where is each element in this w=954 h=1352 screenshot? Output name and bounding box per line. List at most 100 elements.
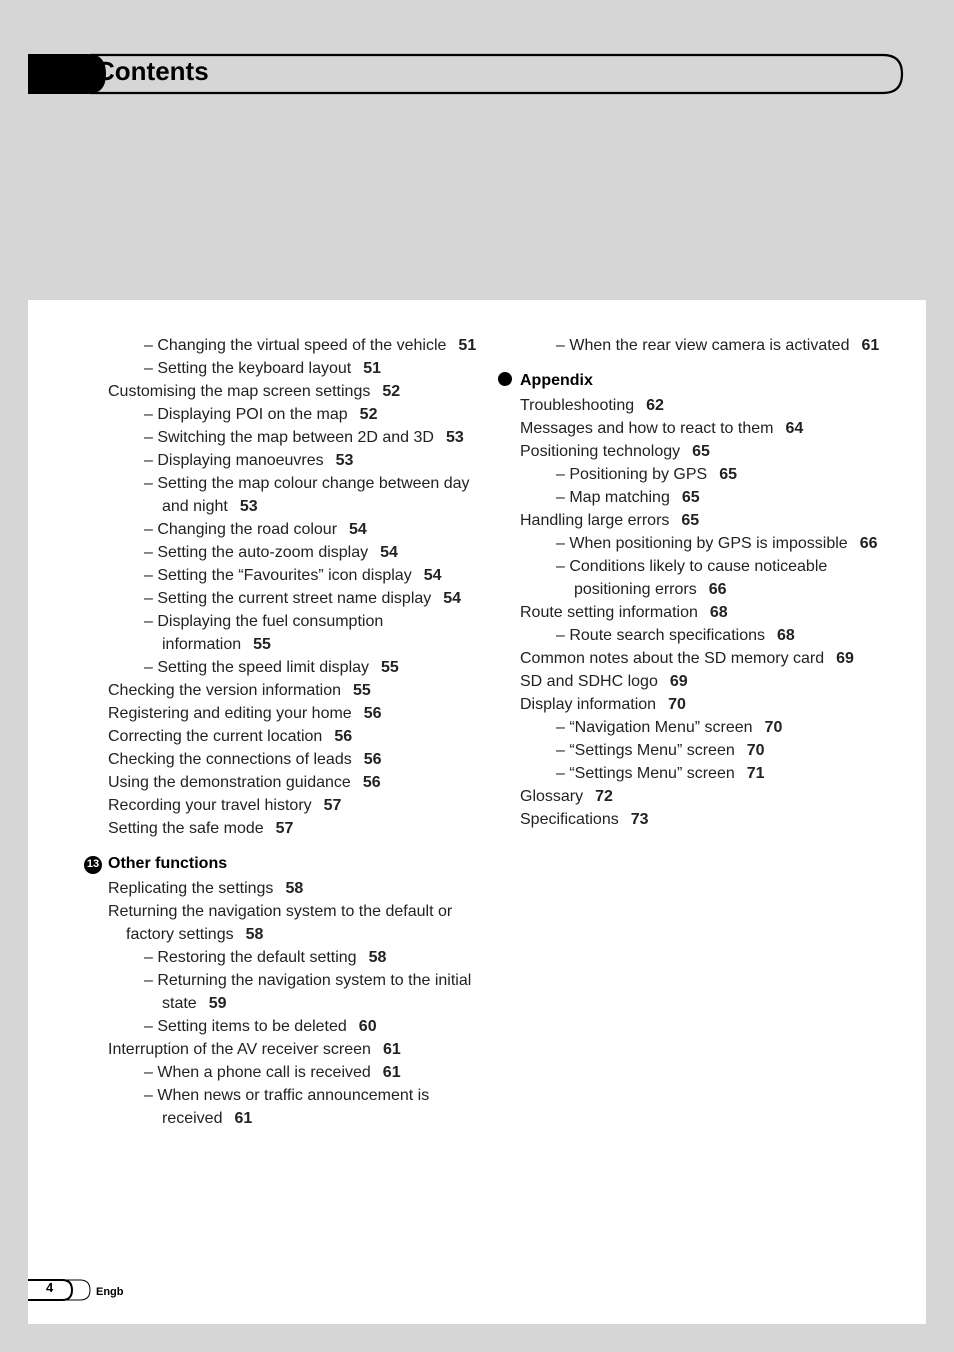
toc-entry-text: Replicating the settings [108,880,273,897]
page-number-capsule [28,1278,98,1302]
toc-page-ref: 57 [276,820,294,837]
toc-page-ref: 61 [383,1041,401,1058]
toc-entry-text: Changing the road colour [157,521,337,538]
toc-page-ref: 51 [363,360,381,377]
toc-page-ref: 68 [710,604,728,621]
toc-entry-text: Map matching [569,489,670,506]
toc-entry: Glossary72 [520,785,908,808]
toc-entry-text: Recording your travel history [108,797,312,814]
toc-entry-text: “Navigation Menu” screen [569,719,752,736]
toc-entry-text: “Settings Menu” screen [569,765,734,782]
toc-page-ref: 60 [359,1018,377,1035]
toc-entry-text: Setting the “Favourites” icon display [157,567,411,584]
toc-page-ref: 52 [382,383,400,400]
toc-subentry: – Setting items to be deleted60 [108,1015,496,1038]
toc-page-ref: 53 [336,452,354,469]
toc-entry-text: Specifications [520,811,619,828]
toc-entry-text: Correcting the current location [108,728,322,745]
toc-entry-text: Returning the navigation system to the i… [157,972,471,1012]
toc-entry: Specifications73 [520,808,908,831]
section-title: Appendix [520,372,593,389]
toc-page-ref: 65 [682,489,700,506]
dash-icon: – [144,972,157,989]
toc-subentry: – Setting the map colour change between … [108,472,496,518]
toc-entry-text: When positioning by GPS is impossible [569,535,847,552]
dash-icon: – [144,429,157,446]
title-capsule: Contents [28,52,908,96]
toc-entry-text: When the rear view camera is activated [569,337,849,354]
toc-page-ref: 71 [747,765,765,782]
toc-entry-text: Display information [520,696,656,713]
toc-entry: Using the demonstration guidance56 [108,771,496,794]
dash-icon: – [556,627,569,644]
toc-subentry: – Displaying POI on the map52 [108,403,496,426]
dash-icon: – [556,466,569,483]
toc-entry: Common notes about the SD memory card69 [520,647,908,670]
toc-entry-text: Troubleshooting [520,397,634,414]
toc-page-ref: 56 [363,774,381,791]
toc-page-ref: 61 [861,337,879,354]
toc-page-ref: 64 [785,420,803,437]
toc-page-ref: 66 [709,581,727,598]
toc-page-ref: 53 [240,498,258,515]
toc-page-ref: 51 [458,337,476,354]
toc-subentry: – Map matching 65 [520,486,908,509]
toc-entry-text: When a phone call is received [157,1064,370,1081]
toc-entry: Display information70 [520,693,908,716]
toc-entry: Handling large errors 65 [520,509,908,532]
toc-entry: SD and SDHC logo69 [520,670,908,693]
toc-page-ref: 55 [353,682,371,699]
dash-icon: – [556,742,569,759]
toc-page-ref: 61 [234,1110,252,1127]
toc-page-ref: 53 [446,429,464,446]
toc-page-ref: 65 [681,512,699,529]
dash-icon: – [144,406,157,423]
dash-icon: – [556,337,569,354]
dash-icon: – [144,567,157,584]
toc-subentry: – Route search specifications68 [520,624,908,647]
toc-entry-text: Interruption of the AV receiver screen [108,1041,371,1058]
toc-page-ref: 65 [719,466,737,483]
toc-page-ref: 57 [324,797,342,814]
dash-icon: – [556,535,569,552]
toc-entry: Troubleshooting 62 [520,394,908,417]
toc-subentry: – “Settings Menu” screen71 [520,762,908,785]
toc-page-ref: 56 [364,705,382,722]
toc-page-ref: 58 [246,926,264,943]
toc-entry: Correcting the current location56 [108,725,496,748]
page: Contents – Changing the virtual speed of… [28,28,926,1324]
toc-entry-text: Setting the current street name display [157,590,431,607]
toc-subentry: – Positioning by GPS65 [520,463,908,486]
toc-page-ref: 62 [646,397,664,414]
toc-entry-text: Returning the navigation system to the d… [108,903,452,943]
dash-icon: – [144,360,157,377]
toc-page-ref: 55 [253,636,271,653]
toc-subentry: – When news or traffic announcement is r… [108,1084,496,1130]
toc-page-ref: 55 [381,659,399,676]
toc-page-ref: 58 [285,880,303,897]
toc-page-ref: 59 [209,995,227,1012]
toc-entry-text: Positioning technology [520,443,680,460]
toc-page-ref: 68 [777,627,795,644]
toc-subentry: – Setting the keyboard layout51 [108,357,496,380]
toc-entry-text: “Settings Menu” screen [569,742,734,759]
toc-entry-text: Setting the map colour change between da… [157,475,469,515]
toc-subentry: – “Settings Menu” screen70 [520,739,908,762]
toc-entry-text: Setting the auto-zoom display [157,544,368,561]
toc-entry-text: Switching the map between 2D and 3D [157,429,434,446]
toc-page-ref: 58 [369,949,387,966]
toc-page-ref: 54 [380,544,398,561]
toc-entry-text: Handling large errors [520,512,669,529]
toc-entry-text: Glossary [520,788,583,805]
dash-icon: – [556,719,569,736]
dash-icon: – [144,949,157,966]
dash-icon: – [144,521,157,538]
toc-entry-text: Checking the version information [108,682,341,699]
toc-content: – Changing the virtual speed of the vehi… [108,334,908,1254]
dash-icon: – [144,1064,157,1081]
toc-page-ref: 70 [765,719,783,736]
toc-entry: Positioning technology65 [520,440,908,463]
dash-icon: – [556,489,569,506]
toc-entry-text: When news or traffic announcement is rec… [157,1087,429,1127]
toc-subentry: – Setting the auto-zoom display54 [108,541,496,564]
